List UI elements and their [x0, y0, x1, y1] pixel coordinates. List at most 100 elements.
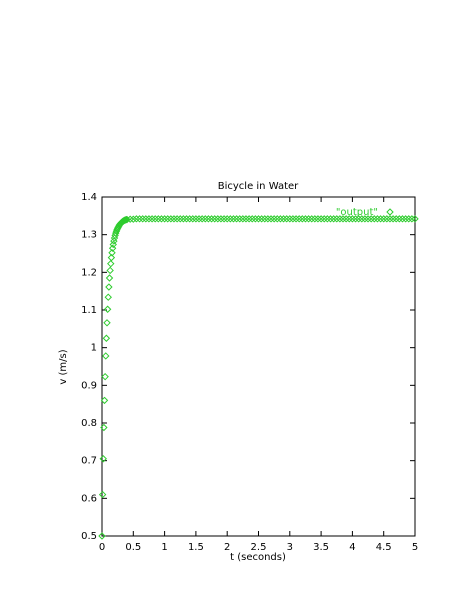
- point: [383, 215, 391, 223]
- point: [151, 215, 159, 223]
- legend-label: "output": [336, 207, 378, 218]
- x-tick-label: 4: [349, 542, 355, 553]
- x-tick-label: 0: [99, 542, 105, 553]
- point: [198, 215, 206, 223]
- y-tick-label: 0.8: [81, 418, 97, 429]
- point: [145, 215, 153, 223]
- point: [264, 215, 272, 223]
- point: [108, 249, 116, 257]
- point: [314, 215, 322, 223]
- point: [239, 215, 247, 223]
- y-tick-label: 0.6: [81, 493, 97, 504]
- point: [289, 215, 297, 223]
- point: [103, 305, 112, 313]
- point: [201, 215, 209, 223]
- point: [217, 215, 225, 223]
- point: [292, 215, 300, 223]
- y-tick-label: 0.5: [81, 531, 97, 542]
- point: [102, 334, 111, 342]
- point: [326, 215, 335, 223]
- point: [105, 274, 114, 282]
- point: [123, 215, 131, 224]
- point: [185, 215, 194, 223]
- x-tick-label: 3: [287, 542, 293, 553]
- point: [348, 215, 357, 223]
- x-tick-label: 3.5: [313, 542, 329, 553]
- point: [386, 215, 394, 223]
- point: [333, 215, 341, 223]
- point: [392, 215, 400, 223]
- point: [100, 423, 108, 432]
- point: [142, 215, 150, 223]
- point: [173, 215, 181, 223]
- point: [354, 215, 363, 223]
- point: [138, 215, 147, 223]
- point: [320, 215, 328, 223]
- point: [105, 283, 113, 291]
- point: [107, 259, 115, 268]
- point: [223, 215, 231, 223]
- point: [189, 215, 197, 223]
- point: [398, 215, 407, 223]
- point: [358, 215, 366, 223]
- point: [210, 215, 219, 223]
- point: [301, 215, 310, 223]
- point: [129, 215, 138, 223]
- y-tick-label: 0.9: [81, 380, 97, 391]
- point: [204, 215, 213, 223]
- point: [207, 215, 216, 223]
- point: [157, 215, 166, 223]
- point: [108, 244, 117, 252]
- point: [257, 215, 266, 223]
- point: [379, 215, 388, 223]
- point: [336, 215, 344, 223]
- point: [405, 215, 413, 223]
- y-tick-label: 1: [91, 343, 97, 354]
- y-tick-label: 1.1: [81, 305, 97, 316]
- point: [242, 215, 250, 223]
- point: [286, 215, 294, 223]
- plot-frame: [101, 196, 416, 537]
- point: [411, 215, 419, 223]
- point: [339, 215, 347, 223]
- x-tick-label: 1.5: [188, 542, 204, 553]
- point: [102, 352, 110, 360]
- point: [345, 215, 353, 223]
- y-tick-label: 1.4: [81, 192, 97, 203]
- point: [103, 319, 111, 327]
- point: [232, 215, 241, 223]
- point: [98, 532, 106, 540]
- point: [342, 215, 350, 223]
- point: [361, 215, 369, 223]
- point: [282, 215, 291, 223]
- point: [236, 215, 244, 223]
- point: [182, 215, 191, 223]
- point: [109, 240, 117, 249]
- point: [389, 215, 397, 223]
- point: [245, 215, 253, 223]
- point: [104, 293, 112, 301]
- point: [154, 215, 163, 223]
- x-tick-label: 2: [224, 542, 230, 553]
- point: [298, 215, 307, 223]
- point: [229, 215, 238, 223]
- point: [401, 215, 410, 223]
- point: [135, 215, 144, 223]
- point: [167, 215, 175, 223]
- point: [273, 215, 281, 223]
- point: [276, 215, 285, 223]
- point: [351, 215, 360, 223]
- point: [270, 215, 278, 223]
- point: [179, 215, 188, 223]
- point: [395, 215, 404, 223]
- point: [251, 215, 260, 223]
- point: [329, 215, 338, 223]
- x-tick-label: 2.5: [251, 542, 267, 553]
- point: [370, 215, 379, 223]
- point: [408, 215, 416, 223]
- point: [176, 215, 184, 223]
- point: [220, 215, 228, 223]
- point: [295, 215, 303, 223]
- point: [267, 215, 275, 223]
